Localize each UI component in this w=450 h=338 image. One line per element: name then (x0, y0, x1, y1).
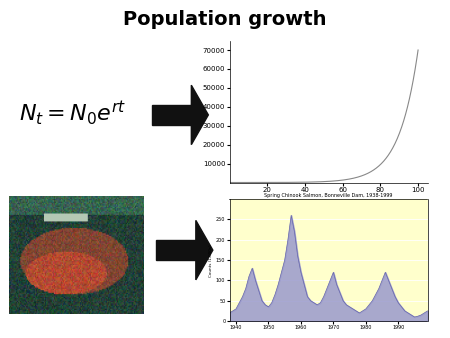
Polygon shape (196, 220, 213, 280)
Text: Population growth: Population growth (123, 10, 327, 29)
Polygon shape (191, 85, 208, 145)
Y-axis label: Counts (1,000s): Counts (1,000s) (209, 244, 213, 276)
Polygon shape (152, 105, 191, 125)
Title: Spring Chinook Salmon, Bonneville Dam, 1938-1999: Spring Chinook Salmon, Bonneville Dam, 1… (264, 193, 393, 198)
Polygon shape (156, 240, 196, 260)
Text: $N_t = N_0 e^{rt}$: $N_t = N_0 e^{rt}$ (19, 99, 127, 128)
